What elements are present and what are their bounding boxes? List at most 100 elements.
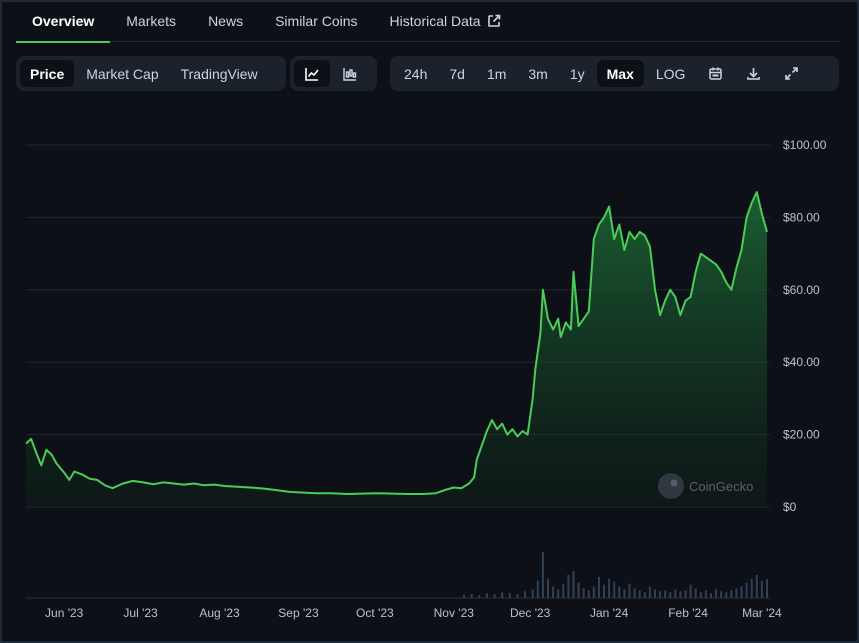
volume-bar (699, 592, 702, 598)
watermark-text: CoinGecko (689, 479, 753, 494)
x-tick-label: Oct '23 (356, 606, 394, 620)
volume-bar (552, 586, 555, 598)
volume-bar (562, 583, 565, 598)
watermark: CoinGecko (658, 473, 753, 499)
volume-bar (470, 594, 473, 598)
candlestick-chart-button[interactable] (332, 60, 368, 87)
chart-style-group (290, 56, 377, 91)
volume-bar (740, 586, 743, 598)
y-tick-label: $20.00 (783, 428, 820, 442)
tab-overview[interactable]: Overview (16, 0, 111, 43)
x-tick-label: Aug '23 (199, 606, 240, 620)
volume-bar (485, 593, 488, 598)
volume-bar (750, 578, 753, 598)
chart-mode-group: Price Market Cap TradingView (16, 56, 286, 91)
y-tick-label: $100.00 (783, 138, 827, 152)
volume-bar (603, 584, 606, 598)
range-group: 24h 7d 1m 3m 1y Max LOG (390, 56, 839, 91)
volume-bar (618, 586, 621, 598)
volume-bar (720, 591, 723, 598)
tab-news-label: News (208, 12, 244, 29)
price-line (25, 191, 768, 495)
volume-bar (613, 581, 616, 598)
price-button[interactable]: Price (20, 60, 75, 87)
volume-bar (684, 590, 687, 598)
volume-bar (541, 551, 544, 598)
x-tick-label: Sep '23 (278, 606, 319, 620)
range-3m-button[interactable]: 3m (528, 65, 548, 82)
volume-bar (704, 590, 707, 598)
line-chart-button[interactable] (294, 60, 330, 87)
volume-bar (725, 592, 728, 598)
y-tick-label: $80.00 (783, 210, 820, 224)
fullscreen-button[interactable] (773, 60, 809, 87)
volume-bar (501, 592, 504, 598)
volume-bar (679, 591, 682, 598)
price-chart[interactable]: $0 $20.00 $40.00 $60.00 $80.00 $100.00 Jun '2… (0, 100, 859, 643)
expand-icon (785, 67, 798, 80)
tradingview-button[interactable]: TradingView (180, 65, 258, 82)
range-1y-button[interactable]: 1y (569, 65, 585, 82)
volume-bar (766, 578, 768, 598)
volume-bar (597, 576, 600, 598)
x-tick-label: Jun '23 (45, 606, 84, 620)
volume-bar (709, 593, 712, 598)
y-tick-label: $40.00 (783, 355, 820, 369)
volume-bar (572, 571, 575, 598)
calendar-icon (709, 67, 722, 80)
x-tick-label: Feb '24 (668, 606, 708, 620)
x-axis: Jun '23 Jul '23 Aug '23 Sep '23 Oct '23 Nov '… (45, 606, 782, 620)
x-tick-label: Jul '23 (123, 606, 158, 620)
volume-bar (638, 590, 641, 598)
volume-bar (478, 595, 481, 598)
y-axis: $0 $20.00 $40.00 $60.00 $80.00 $100.00 (783, 138, 827, 514)
line-chart-icon (305, 67, 319, 81)
range-max-button[interactable]: Max (596, 60, 644, 87)
x-tick-label: Jan '24 (590, 606, 629, 620)
range-1m-button[interactable]: 1m (486, 65, 507, 82)
volume-bar (547, 578, 550, 598)
coingecko-logo-icon (658, 473, 684, 499)
volume-bar (694, 588, 697, 598)
download-button[interactable] (735, 60, 771, 87)
log-scale-button[interactable]: LOG (655, 65, 686, 82)
volume-bars (462, 551, 768, 598)
volume-bar (623, 589, 626, 598)
volume-bar (508, 593, 511, 598)
volume-bar (715, 589, 718, 598)
volume-bar (557, 589, 560, 598)
volume-bar (689, 584, 692, 598)
volume-bar (577, 582, 580, 598)
tab-similar-coins[interactable]: Similar Coins (259, 0, 373, 42)
price-area (26, 192, 767, 507)
date-picker-button[interactable] (697, 60, 733, 87)
volume-bar (653, 589, 656, 598)
tab-similar-coins-label: Similar Coins (275, 12, 358, 29)
volume-bar (674, 589, 677, 598)
volume-bar (531, 589, 534, 598)
volume-bar (659, 591, 662, 598)
volume-bar (735, 588, 738, 598)
market-cap-button[interactable]: Market Cap (86, 65, 159, 82)
volume-bar (628, 583, 631, 598)
volume-bar (567, 574, 570, 598)
volume-bar (592, 586, 595, 598)
volume-bar (730, 590, 733, 598)
coingecko-logo-eye (670, 479, 678, 487)
volume-bar (664, 590, 667, 598)
tab-news[interactable]: News (192, 0, 259, 42)
tab-markets[interactable]: Markets (110, 0, 192, 42)
x-tick-label: Dec '23 (510, 606, 551, 620)
volume-bar (760, 580, 763, 598)
range-24h-button[interactable]: 24h (404, 65, 428, 82)
y-tick-label: $0 (783, 500, 797, 514)
x-tick-label: Nov '23 (434, 606, 475, 620)
tab-markets-label: Markets (126, 12, 177, 29)
tab-historical-data[interactable]: Historical Data (374, 0, 517, 42)
volume-bar (648, 586, 651, 598)
volume-bar (524, 591, 527, 598)
range-7d-button[interactable]: 7d (449, 65, 465, 82)
volume-bar (536, 580, 539, 598)
volume-bar (462, 595, 465, 598)
